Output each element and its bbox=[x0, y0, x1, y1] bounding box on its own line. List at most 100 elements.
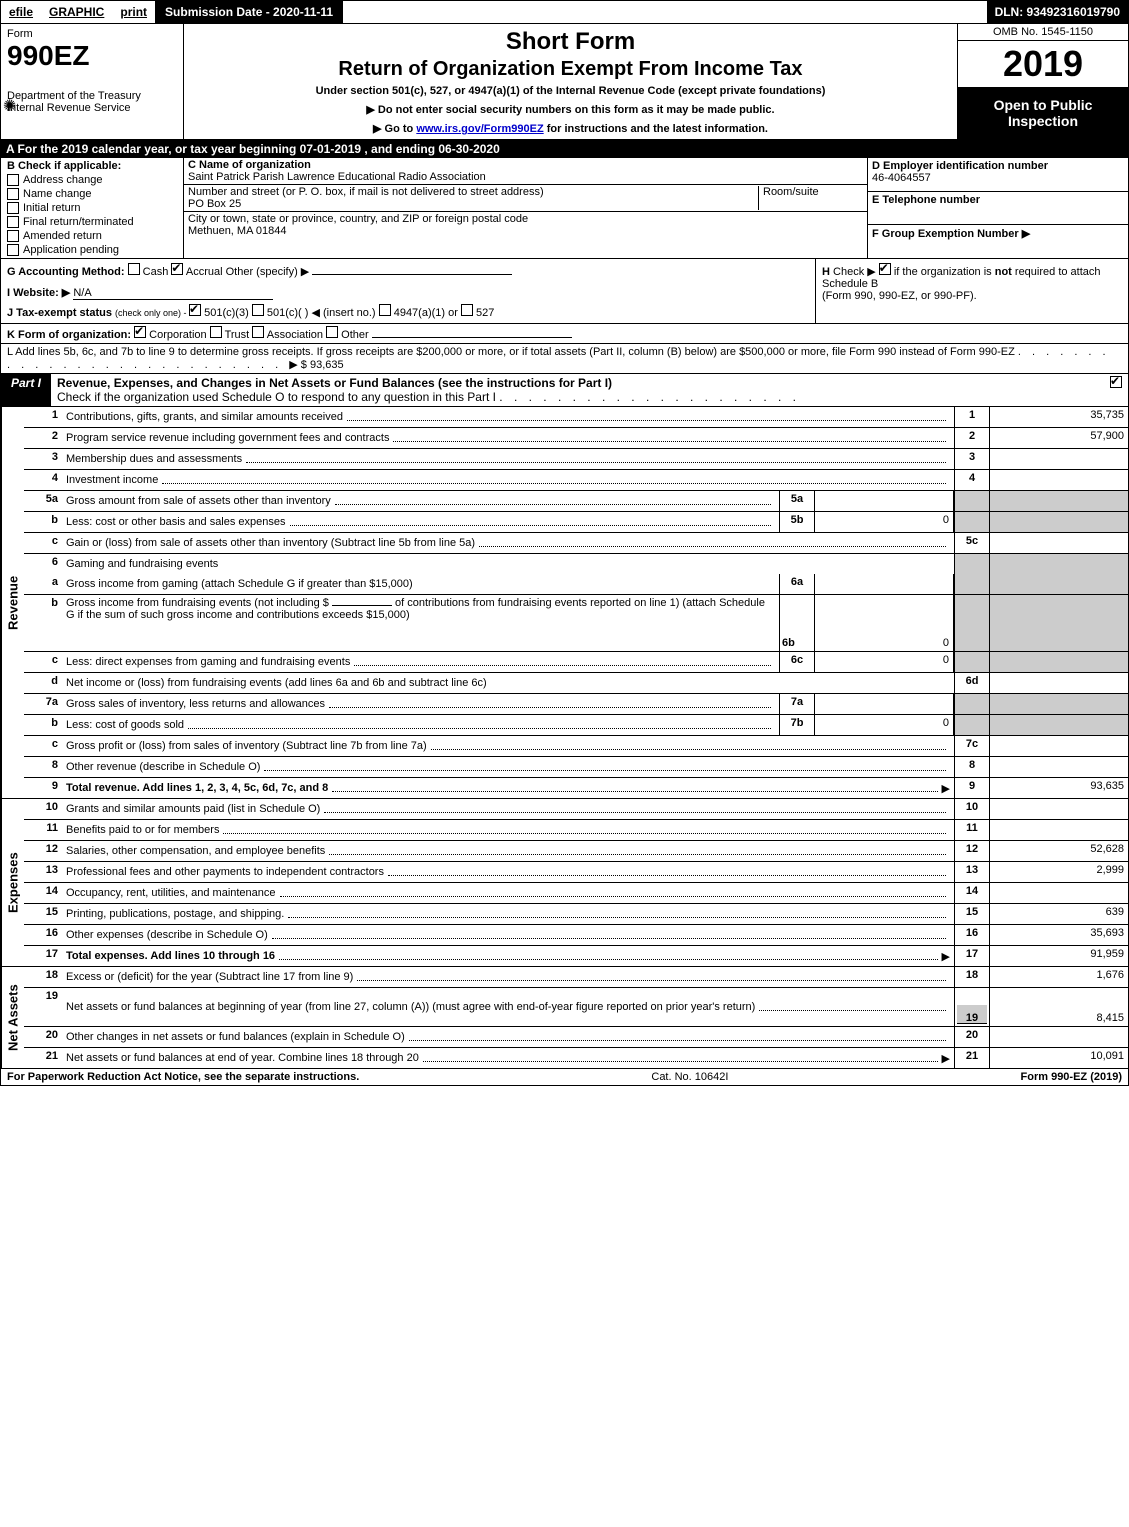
line-desc: Gaming and fundraising events bbox=[66, 558, 218, 570]
line-13: 13 Professional fees and other payments … bbox=[24, 862, 1128, 883]
efile-link[interactable]: efile bbox=[1, 1, 41, 23]
line-21: 21 Net assets or fund balances at end of… bbox=[24, 1048, 1128, 1068]
title-main: Return of Organization Exempt From Incom… bbox=[192, 58, 949, 81]
line-num: 18 bbox=[24, 967, 62, 987]
line-desc: Total expenses. Add lines 10 through 16 bbox=[66, 950, 275, 962]
cb-527[interactable] bbox=[461, 304, 473, 316]
cb-cash[interactable] bbox=[128, 263, 140, 275]
col-num-shaded bbox=[954, 652, 989, 672]
col-num: 11 bbox=[954, 820, 989, 840]
k-label: K Form of organization: bbox=[7, 329, 131, 341]
ein-value: 46-4064557 bbox=[872, 172, 1124, 184]
cb-initial-return[interactable]: Initial return bbox=[7, 202, 177, 214]
line-num: b bbox=[24, 715, 62, 735]
col-val: 91,959 bbox=[989, 946, 1128, 966]
cb-501c[interactable] bbox=[252, 304, 264, 316]
line-desc: Gross sales of inventory, less returns a… bbox=[66, 698, 325, 710]
line-4: 4 Investment income 4 bbox=[24, 470, 1128, 491]
col-val-shaded bbox=[989, 574, 1128, 594]
cb-application-pending[interactable]: Application pending bbox=[7, 244, 177, 256]
cb-address-change[interactable]: Address change bbox=[7, 174, 177, 186]
g-label: G Accounting Method: bbox=[7, 266, 125, 278]
print-link[interactable]: print bbox=[112, 1, 155, 23]
cb-corporation[interactable] bbox=[134, 326, 146, 338]
col-num-shaded bbox=[954, 512, 989, 532]
line-num: b bbox=[24, 595, 62, 651]
col-num: 15 bbox=[954, 904, 989, 924]
opt-other: Other bbox=[341, 329, 369, 341]
line-5b: b Less: cost or other basis and sales ex… bbox=[24, 512, 1128, 533]
col-num: 1 bbox=[954, 407, 989, 427]
line-desc: Total revenue. Add lines 1, 2, 3, 4, 5c,… bbox=[66, 782, 328, 794]
cb-label-initial: Initial return bbox=[23, 202, 80, 214]
footer-left: For Paperwork Reduction Act Notice, see … bbox=[7, 1071, 359, 1083]
mid-num: 6a bbox=[779, 574, 815, 594]
col-val: 35,735 bbox=[989, 407, 1128, 427]
net-assets-section: Net Assets 18 Excess or (deficit) for th… bbox=[0, 967, 1129, 1069]
line-6d: d Net income or (loss) from fundraising … bbox=[24, 673, 1128, 694]
other-label: Other (specify) ▶ bbox=[226, 266, 310, 278]
subtitle: Under section 501(c), 527, or 4947(a)(1)… bbox=[192, 85, 949, 97]
line-num: 19 bbox=[24, 988, 62, 1026]
cb-schedule-b[interactable] bbox=[879, 263, 891, 275]
line-num: 5a bbox=[24, 491, 62, 511]
mid-num: 6c bbox=[779, 652, 815, 672]
other-specify-line[interactable] bbox=[312, 274, 512, 275]
col-val bbox=[989, 673, 1128, 693]
top-bar: efile GRAPHIC print Submission Date - 20… bbox=[0, 0, 1129, 24]
irs-form-link[interactable]: www.irs.gov/Form990EZ bbox=[416, 123, 543, 135]
line-desc: Other revenue (describe in Schedule O) bbox=[66, 761, 260, 773]
col-num: 12 bbox=[954, 841, 989, 861]
line-desc: Other expenses (describe in Schedule O) bbox=[66, 929, 268, 941]
city-value: Methuen, MA 01844 bbox=[188, 225, 863, 237]
line-num: 9 bbox=[24, 778, 62, 798]
other-org-line[interactable] bbox=[372, 337, 572, 338]
line-num: 11 bbox=[24, 820, 62, 840]
instruction-ssn: ▶ Do not enter social security numbers o… bbox=[192, 103, 949, 116]
line-14: 14 Occupancy, rent, utilities, and maint… bbox=[24, 883, 1128, 904]
part1-tab: Part I bbox=[1, 374, 51, 406]
cb-trust[interactable] bbox=[210, 326, 222, 338]
cb-accrual[interactable] bbox=[171, 263, 183, 275]
col-val bbox=[989, 449, 1128, 469]
col-num-shaded bbox=[954, 694, 989, 714]
cb-association[interactable] bbox=[252, 326, 264, 338]
part1-checkbox-cell bbox=[1104, 374, 1128, 406]
cash-label: Cash bbox=[143, 266, 169, 278]
part1-header: Part I Revenue, Expenses, and Changes in… bbox=[0, 374, 1129, 407]
mid-num: 5b bbox=[779, 512, 815, 532]
section-def: D Employer identification number 46-4064… bbox=[867, 158, 1128, 258]
line-num: 4 bbox=[24, 470, 62, 490]
line-desc: Contributions, gifts, grants, and simila… bbox=[66, 411, 343, 423]
line-desc: Net assets or fund balances at end of ye… bbox=[66, 1052, 419, 1064]
cb-other-org[interactable] bbox=[326, 326, 338, 338]
col-val-shaded bbox=[989, 491, 1128, 511]
cb-schedule-o[interactable] bbox=[1110, 376, 1122, 388]
amount-blank[interactable] bbox=[332, 605, 392, 606]
header-center: Short Form Return of Organization Exempt… bbox=[184, 24, 957, 139]
graphic-link[interactable]: GRAPHIC bbox=[41, 1, 112, 23]
line-desc: Other changes in net assets or fund bala… bbox=[66, 1031, 405, 1043]
ein-label: D Employer identification number bbox=[872, 160, 1124, 172]
line-desc: Occupancy, rent, utilities, and maintena… bbox=[66, 887, 276, 899]
col-num: 13 bbox=[954, 862, 989, 882]
opt-corp: Corporation bbox=[149, 329, 206, 341]
cb-501c3[interactable] bbox=[189, 304, 201, 316]
part1-title-text: Revenue, Expenses, and Changes in Net As… bbox=[57, 376, 612, 390]
line-num: 14 bbox=[24, 883, 62, 903]
cb-final-return[interactable]: Final return/terminated bbox=[7, 216, 177, 228]
cb-name-change[interactable]: Name change bbox=[7, 188, 177, 200]
net-assets-vert-label: Net Assets bbox=[1, 967, 24, 1068]
cb-4947[interactable] bbox=[379, 304, 391, 316]
line-num: 21 bbox=[24, 1048, 62, 1068]
revenue-vert-label: Revenue bbox=[1, 407, 24, 798]
cb-amended-return[interactable]: Amended return bbox=[7, 230, 177, 242]
line-num: 17 bbox=[24, 946, 62, 966]
line-num: c bbox=[24, 736, 62, 756]
arrow-icon bbox=[942, 950, 950, 963]
opt-501c3: 501(c)(3) bbox=[204, 307, 249, 319]
j-label: J Tax-exempt status bbox=[7, 307, 112, 319]
instruction-website: ▶ Go to www.irs.gov/Form990EZ for instru… bbox=[192, 122, 949, 135]
l-arrow: ▶ bbox=[289, 359, 297, 371]
opt-trust: Trust bbox=[225, 329, 250, 341]
